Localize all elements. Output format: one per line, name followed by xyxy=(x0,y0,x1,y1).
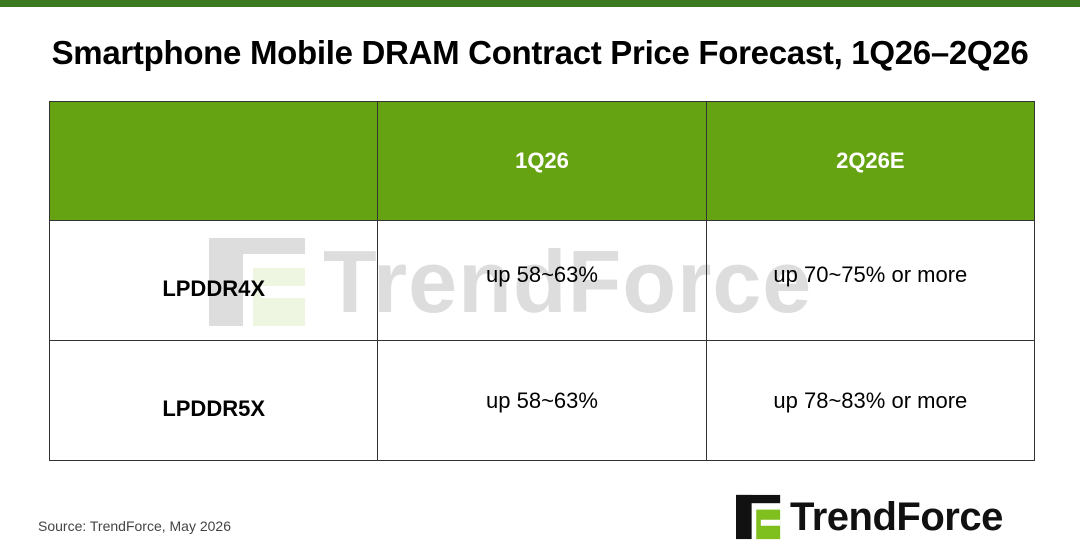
table-cell: up 78~83% or more xyxy=(705,340,1036,461)
cell-value: up 58~63% xyxy=(486,387,598,413)
forecast-table: 1Q26 2Q26E LPDDR4X up 58~63% up 70~75% o… xyxy=(48,101,1036,461)
cell-value: up 70~75% or more xyxy=(773,261,968,287)
logo-text: TrendForce xyxy=(790,494,1003,539)
column-header: 1Q26 xyxy=(377,101,707,221)
table-header-row: 1Q26 2Q26E xyxy=(48,101,1036,221)
table-cell: up 58~63% xyxy=(377,220,707,341)
table-cell: up 70~75% or more xyxy=(705,220,1036,341)
row-label-text: LPDDR4X xyxy=(162,275,265,301)
table-row: LPDDR5X up 58~63% up 78~83% or more xyxy=(48,340,1036,461)
table-row: LPDDR4X up 58~63% up 70~75% or more xyxy=(48,220,1036,341)
source-note: Source: TrendForce, May 2026 xyxy=(38,518,231,534)
column-header xyxy=(48,101,379,221)
top-accent-bar xyxy=(0,0,1080,7)
page-title: Smartphone Mobile DRAM Contract Price Fo… xyxy=(51,34,1029,71)
cell-value: up 78~83% or more xyxy=(773,387,968,413)
row-label-text: LPDDR5X xyxy=(162,395,265,421)
table-cell: up 58~63% xyxy=(377,340,707,461)
row-label: LPDDR4X xyxy=(48,220,379,341)
trendforce-logo-icon xyxy=(736,494,781,540)
cell-value: up 58~63% xyxy=(486,261,598,287)
row-label: LPDDR5X xyxy=(48,340,379,461)
column-header: 2Q26E xyxy=(705,101,1036,221)
brand-logo: TrendForce xyxy=(736,494,1003,540)
